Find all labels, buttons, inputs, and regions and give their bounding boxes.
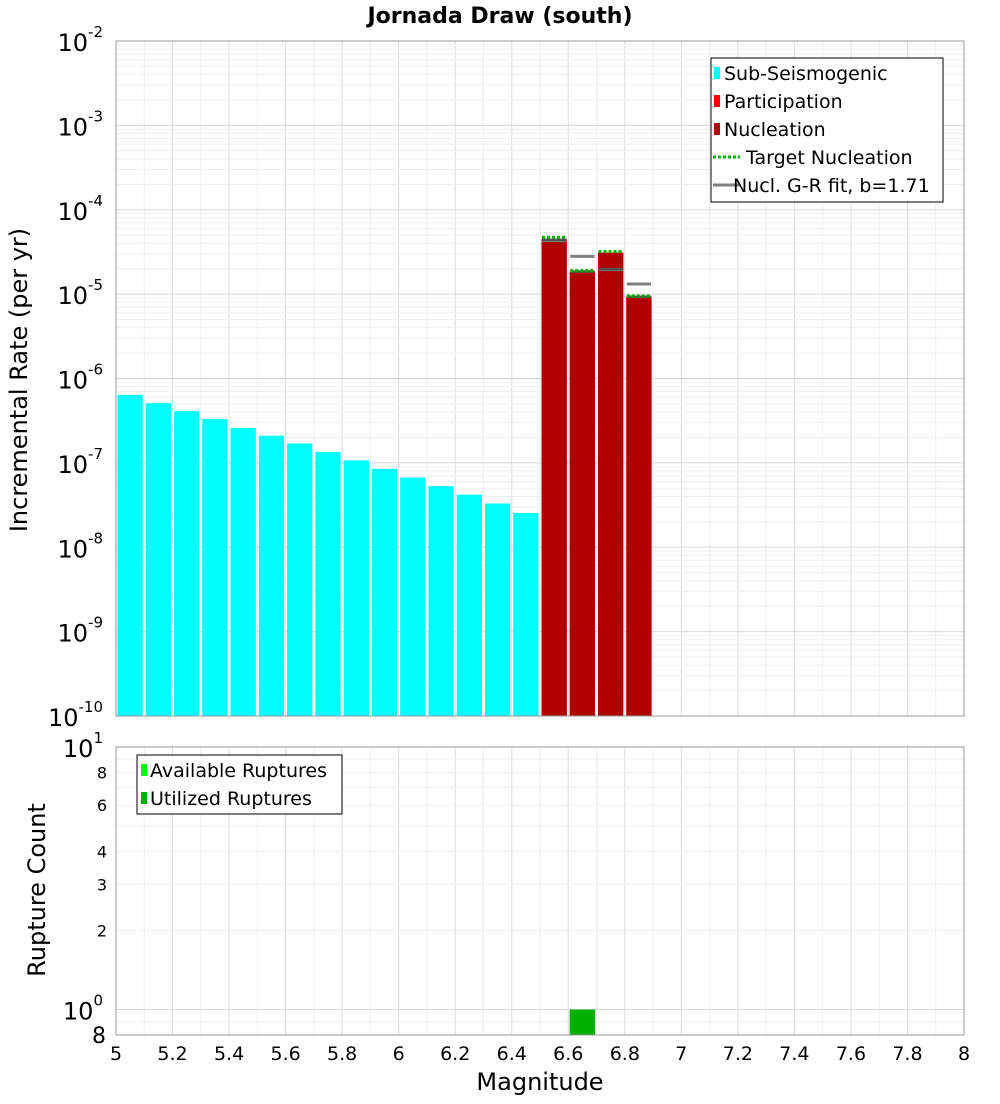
legend-swatch — [141, 792, 147, 804]
top-legend: Sub-Seismogenic Participation Nucleation Ta… — [710, 57, 944, 203]
legend-swatch — [714, 67, 720, 79]
sub-seismogenic-bar — [456, 494, 482, 716]
bottom-y-tick-base: 10 — [63, 735, 94, 763]
utilized-ruptures-bar — [569, 1009, 596, 1035]
nucleation-bar — [598, 252, 624, 716]
bottom-legend-box — [136, 754, 343, 815]
nucleation-bar — [626, 296, 652, 716]
x-tick-label: 6.6 — [553, 1043, 583, 1065]
top-y-tick-exponent: -10 — [79, 698, 104, 716]
bottom-y-tick-label: 100 — [63, 992, 103, 1026]
sub-seismogenic-bar — [117, 394, 143, 716]
sub-seismogenic-bar — [428, 486, 454, 716]
x-tick-label: 7.4 — [779, 1043, 809, 1065]
x-tick-label: 6.8 — [610, 1043, 640, 1065]
x-tick-label: 5.6 — [270, 1043, 300, 1065]
legend-label: Target Nucleation — [745, 147, 913, 169]
x-tick-label: 5.8 — [327, 1043, 357, 1065]
top-y-tick-base: 10 — [48, 704, 79, 732]
x-tick-label: 6 — [393, 1043, 405, 1065]
top-y-tick-base: 10 — [57, 620, 88, 648]
top-y-tick-label: 10-6 — [57, 361, 103, 395]
top-y-tick-base: 10 — [57, 198, 88, 226]
top-y-tick-exponent: -5 — [88, 276, 103, 294]
top-y-tick-base: 10 — [57, 29, 88, 57]
top-y-tick-exponent: -6 — [88, 361, 103, 379]
legend-swatch — [714, 123, 720, 135]
sub-seismogenic-bar — [230, 427, 256, 716]
bottom-y-tick-exponent: 1 — [93, 729, 103, 747]
top-y-tick-exponent: -7 — [88, 445, 103, 463]
bottom-legend: Available Ruptures Utilized Ruptures — [136, 754, 343, 815]
top-plot-frame — [115, 40, 965, 717]
top-y-tick-label: 10-2 — [57, 23, 103, 57]
x-tick-label: 6.4 — [497, 1043, 527, 1065]
top-y-tick-base: 10 — [57, 282, 88, 310]
x-tick-label: 5.2 — [157, 1043, 187, 1065]
x-tick-label: 7.2 — [723, 1043, 753, 1065]
top-y-tick-label: 10-8 — [57, 529, 103, 563]
sub-seismogenic-bar — [202, 419, 228, 716]
x-tick-label: 8 — [958, 1043, 970, 1065]
top-y-tick-exponent: -9 — [88, 614, 103, 632]
legend-label: Available Ruptures — [150, 760, 327, 782]
sub-seismogenic-bar — [315, 451, 341, 716]
x-tick-label: 7 — [675, 1043, 687, 1065]
sub-seismogenic-bar — [513, 512, 539, 716]
legend-label: Utilized Ruptures — [150, 788, 312, 810]
bottom-y-tick-base: 10 — [63, 998, 94, 1026]
sub-seismogenic-bar — [258, 435, 285, 716]
bottom-y-tick-label: 101 — [63, 729, 103, 763]
top-y-tick-base: 10 — [57, 535, 88, 563]
x-tick-label: 5.4 — [214, 1043, 244, 1065]
legend-label: Nucleation — [724, 119, 826, 141]
top-y-tick-label: 10-4 — [57, 192, 103, 226]
bottom-y-tick-exponent: 0 — [93, 992, 103, 1010]
top-y-tick-exponent: -4 — [88, 192, 103, 210]
bottom-y-tick-label: 3 — [97, 875, 107, 894]
top-y-tick-base: 10 — [57, 113, 88, 141]
top-y-tick-base: 10 — [57, 451, 88, 479]
top-y-tick-exponent: -3 — [88, 107, 103, 125]
top-legend-box — [710, 57, 944, 203]
x-axis-label: Magnitude — [476, 1068, 603, 1096]
bottom-y-tick-label: 4 — [97, 842, 107, 861]
legend-label: Nucl. G-R fit, b=1.71 — [733, 175, 930, 197]
top-y-tick-label: 10-10 — [48, 698, 103, 732]
legend-label: Participation — [724, 91, 843, 113]
x-tick-label: 6.2 — [440, 1043, 470, 1065]
bottom-y-axis-label: Rupture Count — [23, 803, 51, 977]
top-y-tick-label: 10-5 — [57, 276, 103, 310]
legend-swatch — [714, 95, 720, 107]
x-tick-label: 7.8 — [892, 1043, 922, 1065]
top-y-axis-label: Incremental Rate (per yr) — [5, 228, 33, 532]
top-y-tick-label: 10-7 — [57, 445, 103, 479]
sub-seismogenic-bar — [484, 503, 511, 716]
legend-swatch — [141, 764, 147, 776]
bottom-y-tick-label: 8 — [92, 1024, 106, 1049]
bottom-plot-frame — [115, 746, 965, 1036]
legend-label: Sub-Seismogenic — [724, 63, 888, 85]
bottom-y-tick-label: 8 — [97, 763, 107, 782]
top-y-tick-label: 10-9 — [57, 614, 103, 648]
sub-seismogenic-bar — [400, 477, 426, 716]
sub-seismogenic-bar — [371, 468, 398, 716]
bottom-y-tick-label: 6 — [97, 796, 107, 815]
top-y-tick-base: 10 — [57, 367, 88, 395]
x-tick-label: 7.6 — [836, 1043, 866, 1065]
top-y-tick-exponent: -2 — [88, 23, 103, 41]
sub-seismogenic-bar — [287, 443, 313, 716]
x-tick-label: 5 — [110, 1043, 122, 1065]
nucleation-bar — [569, 271, 596, 716]
nucleation-bar — [541, 239, 567, 716]
top-y-tick-exponent: -8 — [88, 529, 103, 547]
chart-title: Jornada Draw (south) — [365, 4, 632, 29]
sub-seismogenic-bar — [174, 411, 200, 716]
sub-seismogenic-bar — [145, 403, 172, 716]
bottom-y-tick-label: 2 — [97, 922, 107, 941]
sub-seismogenic-bar — [343, 460, 369, 716]
top-y-tick-label: 10-3 — [57, 107, 103, 141]
